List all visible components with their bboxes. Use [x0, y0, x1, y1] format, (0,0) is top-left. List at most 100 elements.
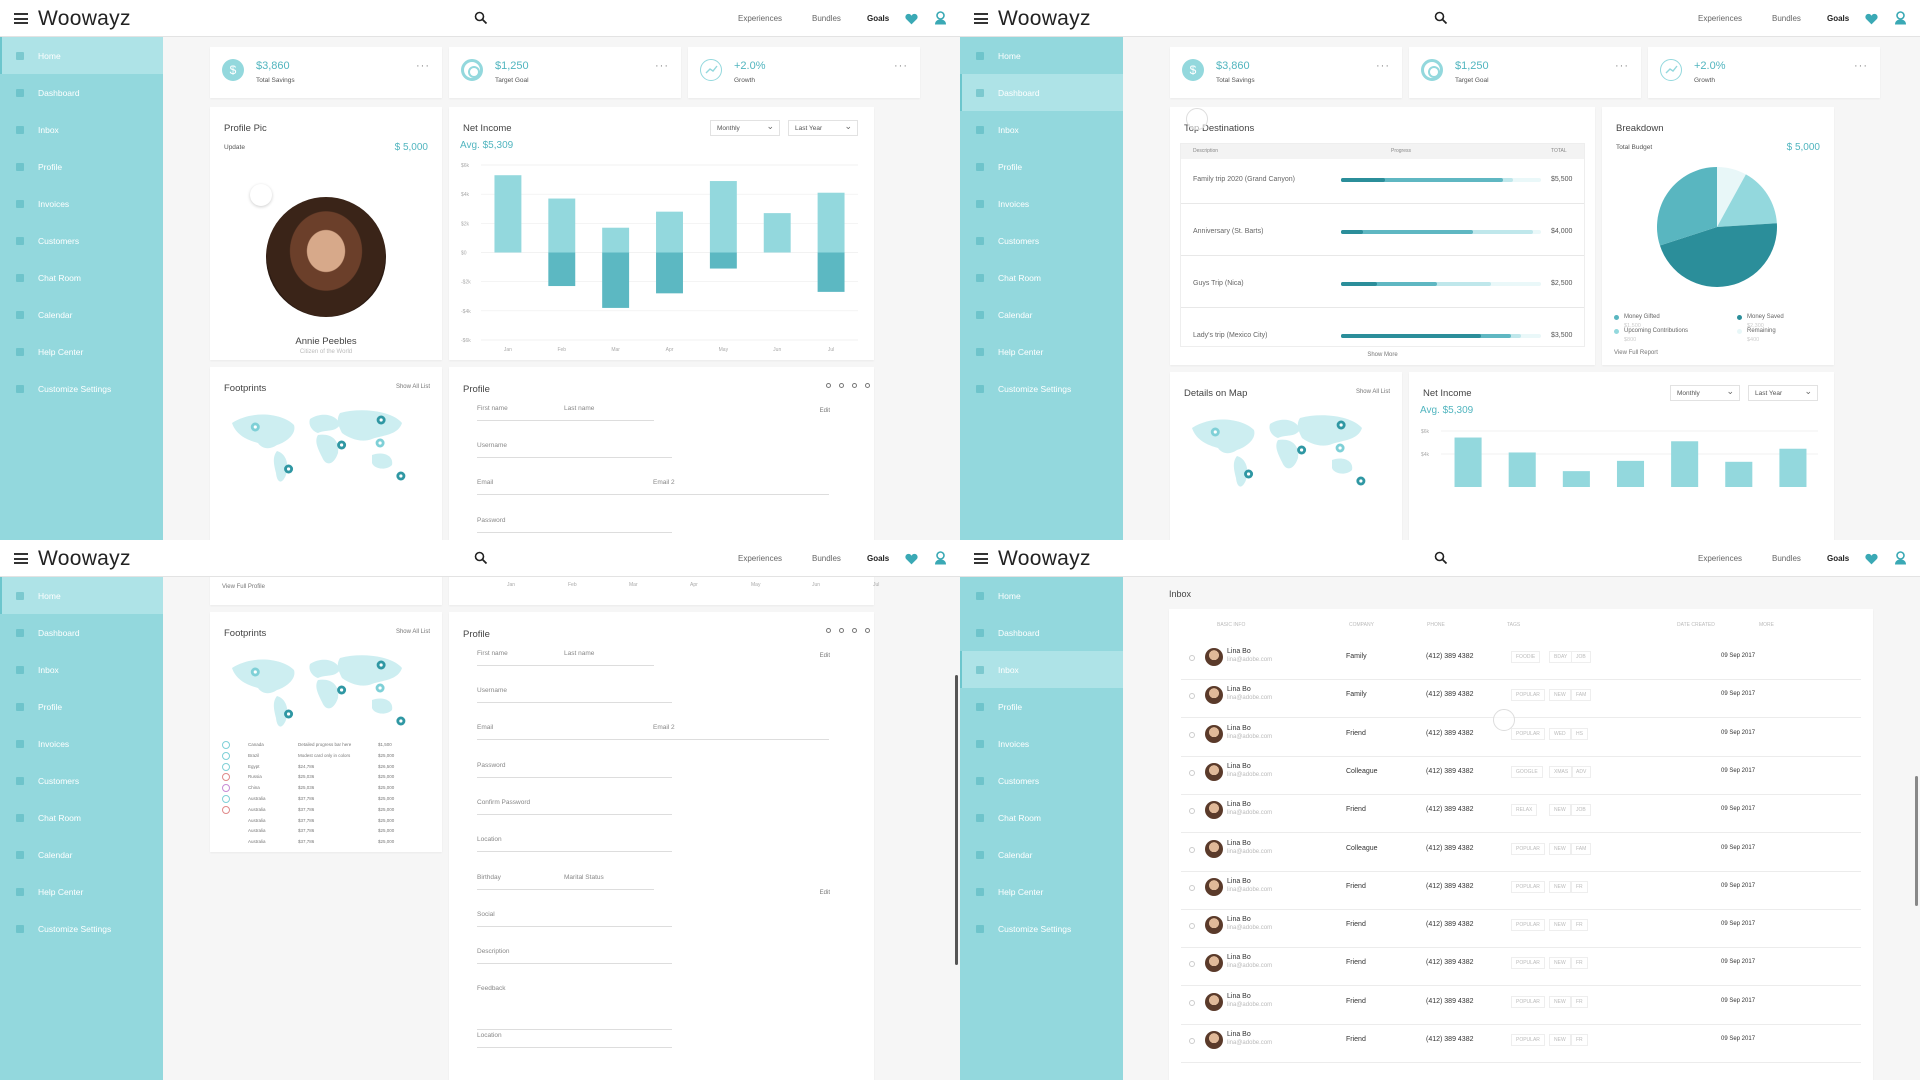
more-icon[interactable]: ··· [894, 60, 908, 72]
sidebar-item-invoices[interactable]: Invoices [960, 725, 1123, 762]
pie-slice[interactable] [1659, 223, 1777, 288]
sidebar-item-customers[interactable]: Customers [0, 762, 163, 799]
tag-badge[interactable]: POPULAR [1511, 1034, 1545, 1046]
search-icon[interactable] [1434, 11, 1448, 30]
pie-slice[interactable] [1717, 167, 1746, 227]
social-field[interactable]: Social [477, 911, 672, 927]
map-pin-icon[interactable] [1210, 427, 1220, 437]
first-field[interactable]: First name [477, 650, 567, 666]
edit-link[interactable]: Edit [819, 408, 830, 414]
bar-positive[interactable] [1725, 461, 1753, 487]
tag-badge[interactable]: POPULAR [1511, 957, 1545, 970]
tag-badge[interactable]: HS [1571, 727, 1588, 740]
period-select[interactable]: Monthly [710, 120, 780, 136]
sidebar-item-profile[interactable]: Profile [0, 148, 163, 185]
tag-badge[interactable]: NEW [1549, 995, 1571, 1008]
birthday-field[interactable]: Birthday [477, 874, 567, 890]
view-full-profile-link[interactable]: View Full Profile [222, 584, 265, 590]
bar-negative[interactable] [709, 252, 737, 269]
map-pin-icon[interactable] [375, 683, 385, 693]
globe-icon[interactable] [865, 628, 870, 633]
period-select[interactable]: Monthly [1670, 385, 1740, 401]
table-row[interactable]: Lina Bo lina@adobe.com Colleague (412) 389 … [1181, 757, 1861, 795]
row-checkbox[interactable] [1189, 961, 1195, 968]
heart-icon[interactable] [1865, 12, 1878, 30]
email2-field[interactable]: Email 2 [653, 724, 829, 740]
list-icon[interactable] [826, 383, 831, 388]
tag-badge[interactable]: NEW [1549, 957, 1571, 970]
more-icon[interactable]: ··· [655, 60, 669, 72]
sidebar-item-profile[interactable]: Profile [0, 688, 163, 725]
tag-badge[interactable]: FR [1571, 880, 1588, 893]
map-pin-icon[interactable] [284, 709, 294, 719]
nav-goals[interactable]: Goals [867, 554, 890, 563]
map-pin-icon[interactable] [337, 685, 347, 695]
globe-icon[interactable] [865, 383, 870, 388]
logo[interactable]: Woowayz [38, 547, 131, 570]
user-icon[interactable] [934, 11, 947, 30]
map-pin-icon[interactable] [1244, 469, 1254, 479]
facebook-icon[interactable] [852, 383, 857, 388]
logo[interactable]: Woowayz [998, 7, 1091, 30]
view-full-report-link[interactable]: View Full Report [1614, 350, 1658, 356]
bar-positive[interactable] [1508, 452, 1536, 487]
location-field[interactable]: Location [477, 836, 672, 852]
email2-field[interactable]: Email 2 [653, 479, 829, 495]
nav-bundles[interactable]: Bundles [812, 14, 841, 23]
tag-badge[interactable]: NEW [1549, 1034, 1571, 1046]
bar-positive[interactable] [709, 181, 737, 253]
show-all-list-link[interactable]: Show All List [395, 629, 430, 635]
sidebar-item-profile[interactable]: Profile [960, 688, 1123, 725]
sidebar-item-chat-room[interactable]: Chat Room [960, 799, 1123, 836]
map-pin-icon[interactable] [1336, 420, 1346, 430]
sidebar-item-inbox[interactable]: Inbox [960, 651, 1123, 688]
sidebar-item-dashboard[interactable]: Dashboard [960, 74, 1123, 111]
nav-experiences[interactable]: Experiences [738, 14, 783, 23]
sidebar-item-chat-room[interactable]: Chat Room [960, 259, 1123, 296]
bar-positive[interactable] [602, 227, 630, 253]
map-pin-icon[interactable] [337, 440, 347, 450]
tag-badge[interactable]: XMAS [1549, 765, 1574, 778]
marital-field[interactable]: Marital Status [564, 874, 654, 890]
edit-link[interactable]: Edit [819, 890, 830, 896]
sidebar-item-customize-settings[interactable]: Customize Settings [960, 370, 1123, 407]
row-checkbox[interactable] [1189, 884, 1195, 891]
tag-badge[interactable]: WED [1549, 727, 1571, 740]
heart-icon[interactable] [1865, 552, 1878, 570]
sidebar-item-home[interactable]: Home [960, 37, 1123, 74]
menu-icon[interactable] [14, 13, 28, 24]
table-row[interactable]: Lina Bo lina@adobe.com Friend (412) 389 438… [1181, 987, 1861, 1025]
tag-badge[interactable]: POPULAR [1511, 842, 1545, 855]
confirm-field[interactable]: Confirm Password [477, 799, 672, 815]
sidebar-item-dashboard[interactable]: Dashboard [0, 614, 163, 651]
tag-badge[interactable]: FR [1571, 995, 1588, 1008]
tag-badge[interactable]: POPULAR [1511, 727, 1545, 740]
show-more-link[interactable]: Show More [1367, 352, 1398, 358]
range-select[interactable]: Last Year [1748, 385, 1818, 401]
tag-badge[interactable]: GOOGLE [1511, 765, 1543, 778]
sidebar-item-help-center[interactable]: Help Center [960, 333, 1123, 370]
password-field[interactable]: Password [477, 517, 672, 533]
tag-badge[interactable]: NEW [1549, 919, 1571, 932]
row-checkbox[interactable] [1189, 693, 1195, 700]
row-checkbox[interactable] [1189, 846, 1195, 853]
nav-goals[interactable]: Goals [1827, 14, 1850, 23]
sidebar-item-invoices[interactable]: Invoices [960, 185, 1123, 222]
heart-icon[interactable] [905, 12, 918, 30]
email-field[interactable]: Email [477, 479, 672, 495]
sidebar-item-calendar[interactable]: Calendar [0, 836, 163, 873]
search-icon[interactable] [474, 11, 488, 30]
sidebar-item-invoices[interactable]: Invoices [0, 725, 163, 762]
tag-badge[interactable]: BDAY [1549, 651, 1573, 663]
tag-badge[interactable]: JOB [1571, 651, 1591, 663]
nav-goals[interactable]: Goals [1827, 554, 1850, 563]
tag-badge[interactable]: FAM [1571, 842, 1592, 855]
tag-badge[interactable]: NEW [1549, 880, 1571, 893]
map-pin-icon[interactable] [284, 464, 294, 474]
map-pin-icon[interactable] [1356, 476, 1366, 486]
user-icon[interactable] [934, 551, 947, 570]
password-field[interactable]: Password [477, 762, 672, 778]
table-row[interactable]: Lina Bo lina@adobe.com Friend (412) 389 438… [1181, 948, 1861, 987]
bar-positive[interactable] [1616, 460, 1645, 487]
sidebar-item-customers[interactable]: Customers [960, 762, 1123, 799]
